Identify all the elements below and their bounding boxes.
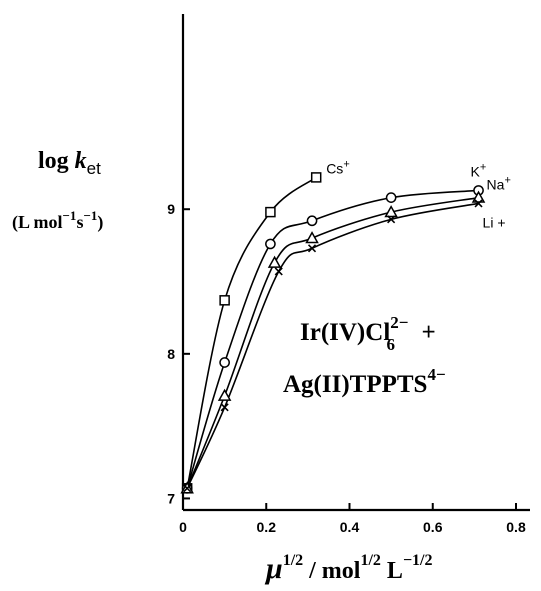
y-axis-units: (L mol−1s−1) xyxy=(12,208,103,233)
annotation-line1-sub: 6 xyxy=(386,335,395,354)
x-axis-title-exp2: 1/2 xyxy=(360,552,380,569)
x-axis-title-exp1: 1/2 xyxy=(283,552,303,569)
series-label-sup: + xyxy=(480,161,486,173)
x-axis-title-unit: L xyxy=(381,558,403,584)
data-point-k xyxy=(265,238,276,250)
data-point-li xyxy=(307,244,317,253)
series-label-text: K xyxy=(471,163,481,179)
y-axis-units-exp1: −1 xyxy=(63,208,77,223)
data-point-li xyxy=(387,215,396,224)
data-point-li xyxy=(220,403,229,412)
series-line-na xyxy=(186,196,479,489)
series-line-k xyxy=(186,189,479,489)
series-line-cs xyxy=(186,176,317,489)
annotation-line1: Ir(IV)Cl2− 6 + xyxy=(300,313,436,354)
annotation-line2-a: Ag(II)TPPTS xyxy=(283,371,427,398)
x-tick-label: 0.8 xyxy=(506,519,526,535)
data-point-k xyxy=(219,357,230,368)
x-tick-label: 0.2 xyxy=(257,519,277,535)
series-label-text: Li + xyxy=(483,214,506,230)
y-axis-units-exp2: −1 xyxy=(83,208,97,223)
y-axis-title: log ket xyxy=(38,148,101,178)
series-label-sup: + xyxy=(504,175,510,187)
data-point-li xyxy=(183,484,192,493)
y-axis-title-log: log xyxy=(38,148,75,174)
y-axis-title-k: k xyxy=(75,148,87,174)
data-point-na xyxy=(217,388,232,401)
y-axis-units-s: s xyxy=(76,212,83,232)
x-axis-title-mu: μ xyxy=(264,552,283,585)
data-point-k xyxy=(385,192,397,204)
series-labels: Cs+ K+Na+Li + xyxy=(326,158,511,230)
axis-ticks: 0 0.2 0.4 0.6 0.8 7 8 9 xyxy=(167,201,526,535)
x-tick-label: 0 xyxy=(179,519,187,535)
x-axis-title: μ1/2 / mol1/2 L−1/2 xyxy=(264,552,433,585)
annotation-line2: Ag(II)TPPTS4− xyxy=(283,365,446,398)
data-point-cs xyxy=(219,295,230,306)
y-axis-units-close: ) xyxy=(97,212,103,233)
y-tick-label: 7 xyxy=(167,490,175,506)
series-label-text: Na xyxy=(487,177,505,193)
data-point-cs xyxy=(265,206,276,218)
series-markers xyxy=(180,172,486,494)
x-tick-label: 0.4 xyxy=(340,519,360,535)
series-line-li xyxy=(186,202,479,489)
x-axis-title-sep: / mol xyxy=(303,558,361,584)
y-axis-units-open: (L mol xyxy=(12,212,63,233)
x-tick-label: 0.6 xyxy=(423,519,443,535)
data-point-cs xyxy=(310,172,322,183)
x-axis-title-exp3: −1/2 xyxy=(403,552,433,569)
series-label-sup: + xyxy=(343,158,349,170)
series-label-li: Li + xyxy=(483,214,506,230)
data-point-na xyxy=(384,205,398,218)
annotation-line1-sup: 2− xyxy=(390,313,408,332)
series-label-na: Na+ xyxy=(487,175,511,193)
y-tick-label: 8 xyxy=(167,346,175,362)
data-point-k xyxy=(306,215,318,227)
data-point-li xyxy=(474,199,483,208)
series-label-cs: Cs+ xyxy=(326,158,350,176)
data-point-li xyxy=(274,267,283,276)
series-curves xyxy=(186,176,479,489)
series-label-k: K+ xyxy=(471,161,487,179)
annotation-line1-b: + xyxy=(409,319,436,346)
data-point-na xyxy=(305,231,319,244)
y-tick-label: 9 xyxy=(167,201,175,217)
data-point-na xyxy=(267,255,282,268)
annotation-line2-sup: 4− xyxy=(427,365,445,384)
y-axis-title-sub: et xyxy=(87,159,101,178)
series-label-text: Cs xyxy=(326,160,343,176)
annotation-line1-a: Ir(IV)Cl xyxy=(300,319,390,346)
